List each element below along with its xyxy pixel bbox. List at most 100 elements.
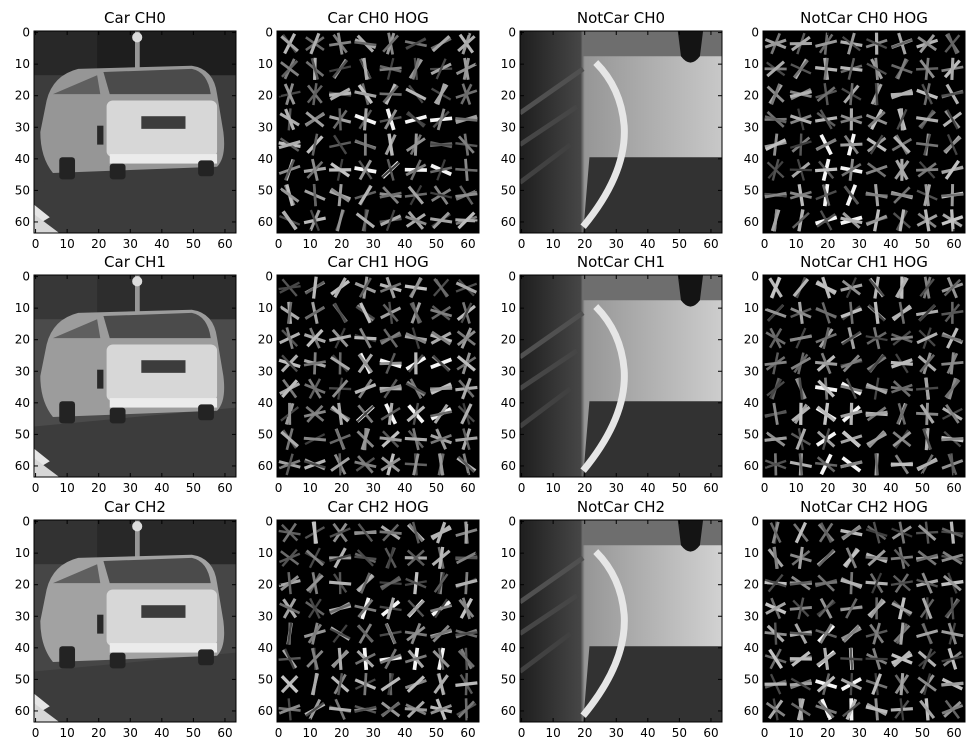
heatmap-image — [277, 520, 479, 722]
subplot-title: NotCar CH1 — [577, 253, 665, 271]
y-tick-label: 60 — [501, 215, 516, 229]
x-tick-label: 20 — [820, 237, 835, 251]
y-tick-label: 30 — [15, 609, 30, 623]
x-tick-label: 0 — [275, 237, 283, 251]
heatmap-image — [520, 31, 722, 233]
y-tick-label: 20 — [258, 89, 273, 103]
x-tick-label: 0 — [761, 726, 769, 740]
y-tick-label: 30 — [744, 609, 759, 623]
x-tick-label: 50 — [429, 481, 444, 495]
y-tick-label: 0 — [265, 270, 273, 284]
y-tick-label: 20 — [501, 578, 516, 592]
x-tick-label: 30 — [609, 726, 624, 740]
y-tick-label: 10 — [744, 546, 759, 560]
y-tick-label: 20 — [501, 333, 516, 347]
x-tick-label: 50 — [915, 237, 930, 251]
x-tick-label: 40 — [154, 237, 169, 251]
y-tick-label: 30 — [258, 364, 273, 378]
y-tick-label: 20 — [258, 333, 273, 347]
x-tick-label: 40 — [397, 481, 412, 495]
y-tick-label: 30 — [501, 364, 516, 378]
y-tick-label: 50 — [258, 672, 273, 686]
y-tick-label: 40 — [258, 641, 273, 655]
x-tick-label: 40 — [883, 237, 898, 251]
x-tick-label: 10 — [303, 481, 318, 495]
y-tick-label: 20 — [15, 89, 30, 103]
x-tick-label: 0 — [275, 726, 283, 740]
x-tick-label: 30 — [366, 726, 381, 740]
x-tick-label: 60 — [946, 237, 961, 251]
y-tick-label: 10 — [258, 301, 273, 315]
x-tick-label: 30 — [123, 481, 138, 495]
y-tick-label: 10 — [744, 57, 759, 71]
y-tick-label: 0 — [22, 26, 30, 40]
y-tick-label: 60 — [744, 215, 759, 229]
x-tick-label: 20 — [820, 726, 835, 740]
y-tick-label: 20 — [744, 578, 759, 592]
axes-frame — [762, 274, 966, 478]
y-tick-label: 20 — [258, 578, 273, 592]
x-tick-label: 20 — [91, 481, 106, 495]
x-tick-label: 10 — [546, 726, 561, 740]
y-tick-label: 40 — [15, 152, 30, 166]
x-tick-label: 0 — [32, 726, 40, 740]
y-tick-label: 60 — [258, 459, 273, 473]
y-tick-label: 10 — [501, 301, 516, 315]
subplot-title: NotCar CH0 — [577, 9, 665, 27]
heatmap-image — [34, 31, 236, 233]
x-tick-label: 40 — [154, 481, 169, 495]
x-tick-label: 40 — [640, 726, 655, 740]
y-tick-label: 30 — [744, 364, 759, 378]
y-tick-label: 40 — [258, 396, 273, 410]
y-tick-label: 50 — [258, 183, 273, 197]
subplot-title: NotCar CH1 HOG — [800, 253, 928, 271]
y-tick-label: 30 — [501, 120, 516, 134]
y-tick-label: 50 — [501, 672, 516, 686]
y-tick-label: 50 — [15, 672, 30, 686]
subplot-title: Car CH0 HOG — [327, 9, 428, 27]
x-tick-label: 30 — [852, 481, 867, 495]
subplot-title: NotCar CH0 HOG — [800, 9, 928, 27]
heatmap-image — [520, 275, 722, 477]
subplot-title: Car CH1 HOG — [327, 253, 428, 271]
y-tick-label: 10 — [744, 301, 759, 315]
heatmap-image — [763, 31, 965, 233]
y-tick-label: 0 — [265, 26, 273, 40]
x-tick-label: 0 — [518, 481, 526, 495]
x-tick-label: 40 — [154, 726, 169, 740]
y-tick-label: 40 — [744, 396, 759, 410]
x-tick-label: 60 — [460, 237, 475, 251]
y-tick-label: 60 — [744, 459, 759, 473]
y-tick-label: 50 — [15, 427, 30, 441]
x-tick-label: 50 — [672, 726, 687, 740]
x-tick-label: 0 — [761, 481, 769, 495]
y-tick-label: 20 — [501, 89, 516, 103]
y-tick-label: 0 — [265, 515, 273, 529]
x-tick-label: 30 — [852, 726, 867, 740]
x-tick-label: 30 — [852, 237, 867, 251]
y-tick-label: 0 — [751, 26, 759, 40]
x-tick-label: 10 — [789, 481, 804, 495]
x-tick-label: 10 — [789, 237, 804, 251]
y-tick-label: 30 — [258, 609, 273, 623]
y-tick-label: 30 — [744, 120, 759, 134]
x-tick-label: 10 — [60, 237, 75, 251]
x-tick-label: 30 — [366, 237, 381, 251]
y-tick-label: 60 — [15, 704, 30, 718]
x-tick-label: 0 — [32, 481, 40, 495]
x-tick-label: 50 — [186, 237, 201, 251]
x-tick-label: 60 — [217, 237, 232, 251]
axes-frame — [276, 274, 480, 478]
axes-frame — [276, 519, 480, 723]
y-tick-label: 60 — [258, 704, 273, 718]
x-tick-label: 20 — [91, 726, 106, 740]
y-tick-label: 0 — [508, 26, 516, 40]
y-tick-label: 50 — [258, 427, 273, 441]
y-tick-label: 50 — [744, 183, 759, 197]
x-tick-label: 50 — [672, 481, 687, 495]
x-tick-label: 0 — [275, 481, 283, 495]
